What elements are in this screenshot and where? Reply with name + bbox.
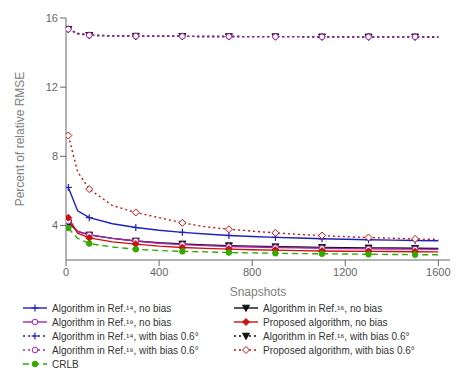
- svg-text:12: 12: [46, 81, 58, 93]
- svg-text:4: 4: [52, 219, 58, 231]
- svg-text:0: 0: [63, 266, 69, 278]
- html-text:Proposed algorithm, no bias: Proposed algorithm, no bias: [263, 316, 388, 328]
- html-text:Algorithm in Ref.¹⁶, with bias: Algorithm in Ref.¹⁶, with bias 0.6°: [263, 330, 410, 342]
- html-text:Proposed algorithm, with bias: Proposed algorithm, with bias 0.6°: [263, 344, 415, 356]
- svg-text:Snapshots: Snapshots: [230, 285, 287, 299]
- svg-text:400: 400: [150, 266, 168, 278]
- html-text:Algorithm in Ref.¹⁹, no bias: Algorithm in Ref.¹⁹, no bias: [52, 316, 172, 328]
- svg-text:Percent of relative RMSE: Percent of relative RMSE: [13, 72, 27, 207]
- html-text:Algorithm in Ref.¹⁴, with bias: Algorithm in Ref.¹⁴, with bias 0.6°: [52, 330, 199, 342]
- html-text:Algorithm in Ref.¹⁹, with bias: Algorithm in Ref.¹⁹, with bias 0.6°: [52, 344, 199, 356]
- svg-text:800: 800: [243, 266, 261, 278]
- svg-text:8: 8: [52, 150, 58, 162]
- svg-text:1200: 1200: [333, 266, 357, 278]
- html-text:Algorithm in Ref.¹⁴, no bias: Algorithm in Ref.¹⁴, no bias: [52, 302, 172, 314]
- svg-text:1600: 1600: [426, 266, 450, 278]
- html-text:CRLB: CRLB: [52, 358, 79, 370]
- svg-text:16: 16: [46, 12, 58, 24]
- html-text:Algorithm in Ref.¹⁶, no bias: Algorithm in Ref.¹⁶, no bias: [263, 302, 383, 314]
